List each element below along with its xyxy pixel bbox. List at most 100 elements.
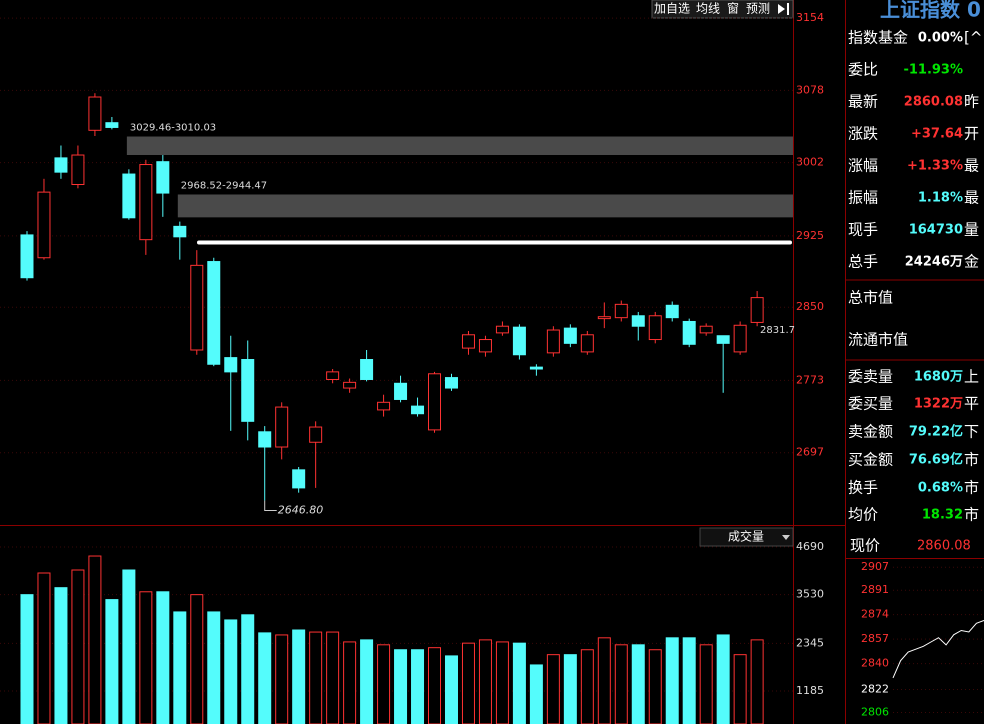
volume-bar <box>394 649 408 724</box>
y-tick-label: 4690 <box>796 540 824 553</box>
candle-body <box>631 315 645 327</box>
candle-body <box>733 324 747 353</box>
row-label: 最新 <box>848 93 878 111</box>
zone-label: 3029.46-3010.03 <box>130 123 216 134</box>
volume-bar <box>699 644 713 724</box>
volume-bar <box>326 631 340 724</box>
row-label: 振幅 <box>848 189 878 207</box>
panel-title: 上证指数 0 <box>880 0 981 22</box>
candle-body <box>122 173 136 219</box>
candle-body <box>54 157 68 173</box>
volume-bar <box>309 631 323 724</box>
candle-body <box>580 334 594 353</box>
row-next: 开 <box>964 125 979 143</box>
gap-zone <box>126 136 794 155</box>
candle-body <box>648 315 662 341</box>
row-value: 0.68% <box>918 481 963 496</box>
volume-bar <box>512 642 526 724</box>
row-next: 下 <box>964 423 979 441</box>
volume-bar <box>122 569 136 724</box>
row-next: 上 <box>964 368 979 386</box>
volume-bar <box>478 639 492 724</box>
candle-body <box>326 371 340 380</box>
candle-body <box>292 469 306 489</box>
row-next: 昨 <box>964 93 979 111</box>
row-next: 平 <box>964 395 979 413</box>
mini-title: 现价 <box>850 537 880 555</box>
volume-bar <box>428 647 442 724</box>
candle-body <box>105 122 119 128</box>
volume-bar <box>71 569 85 724</box>
candle-body <box>716 335 730 344</box>
y-tick-label: 2840 <box>861 657 889 670</box>
y-tick-label: 2806 <box>861 705 889 718</box>
volume-bar <box>411 649 425 724</box>
y-tick-label: 2773 <box>796 373 824 386</box>
toolbar-button[interactable]: 预测 <box>746 2 770 16</box>
volume-bar <box>665 637 679 724</box>
candle-body <box>665 304 679 319</box>
y-tick-label: 2697 <box>796 446 824 459</box>
row-value: +1.33% <box>907 159 963 174</box>
candle-body <box>495 325 509 334</box>
candle-body <box>20 234 34 279</box>
volume-bar <box>88 555 102 724</box>
price-line <box>892 619 984 679</box>
dropdown-arrow <box>782 535 790 540</box>
collapse-icon[interactable] <box>778 3 789 15</box>
volume-bar <box>614 644 628 724</box>
volume-bar <box>54 587 68 724</box>
candle-body <box>682 320 696 345</box>
candle-body <box>360 359 374 380</box>
volume-bar <box>207 611 221 724</box>
row-next: [^ <box>964 29 982 47</box>
candle-body <box>428 373 442 431</box>
toolbar-button[interactable]: 加自选 <box>654 2 690 16</box>
y-tick-label: 3002 <box>796 156 824 169</box>
row-value: 0.00% <box>918 31 963 46</box>
volume-bar <box>563 654 577 724</box>
volume-bar <box>37 572 51 724</box>
toolbar-button[interactable]: 窗 <box>727 2 739 16</box>
y-tick-label: 2850 <box>796 300 824 313</box>
row-label: 卖金额 <box>848 423 893 441</box>
volume-header[interactable] <box>699 527 794 547</box>
candle-body <box>309 426 323 443</box>
row-value: 76.69亿 <box>909 452 963 468</box>
volume-bar <box>224 619 238 724</box>
candle-body <box>139 164 153 241</box>
candle-body <box>71 154 85 186</box>
candle-body <box>461 334 475 349</box>
row-value: -11.93% <box>903 63 963 78</box>
row-value: 1.18% <box>918 191 963 206</box>
candle-body <box>529 366 543 370</box>
volume-bar <box>173 611 187 724</box>
volume-bar <box>20 594 34 724</box>
row-value: 1680万 <box>914 370 963 385</box>
volume-bar <box>580 649 594 724</box>
row-next: 量 <box>964 221 979 239</box>
candle-body <box>750 297 764 323</box>
candle-body <box>37 191 51 259</box>
volume-bar <box>139 591 153 724</box>
candle-body <box>190 264 204 351</box>
row-label: 总市值 <box>848 289 893 307</box>
volume-bar <box>444 655 458 724</box>
y-tick-label: 3530 <box>796 588 824 601</box>
volume-bar <box>631 644 645 724</box>
row-label: 换手 <box>848 479 878 497</box>
candle-body <box>614 303 628 319</box>
row-value: 24246万 <box>905 255 963 270</box>
toolbar <box>651 0 794 19</box>
candle-body <box>173 225 187 238</box>
candle-body <box>546 329 560 354</box>
row-label: 委比 <box>848 61 878 79</box>
y-tick-label: 2925 <box>796 229 824 242</box>
row-next: 市 <box>964 451 979 469</box>
row-value: +37.64 <box>911 127 963 142</box>
volume-bar <box>682 637 696 724</box>
volume-bar <box>597 637 611 724</box>
row-label: 委买量 <box>848 395 893 413</box>
toolbar-button[interactable]: 均线 <box>696 2 720 16</box>
